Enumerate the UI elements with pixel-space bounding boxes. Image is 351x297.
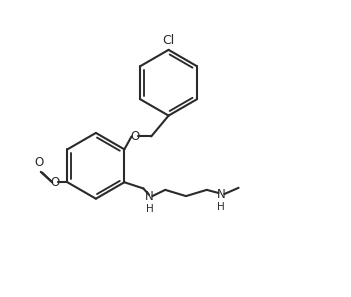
Text: O: O	[34, 156, 44, 169]
Text: H: H	[146, 204, 153, 214]
Text: O: O	[130, 130, 139, 143]
Text: H: H	[217, 202, 225, 212]
Text: N: N	[145, 189, 154, 203]
Text: Cl: Cl	[163, 34, 175, 47]
Text: O: O	[51, 176, 60, 189]
Text: N: N	[217, 187, 226, 200]
